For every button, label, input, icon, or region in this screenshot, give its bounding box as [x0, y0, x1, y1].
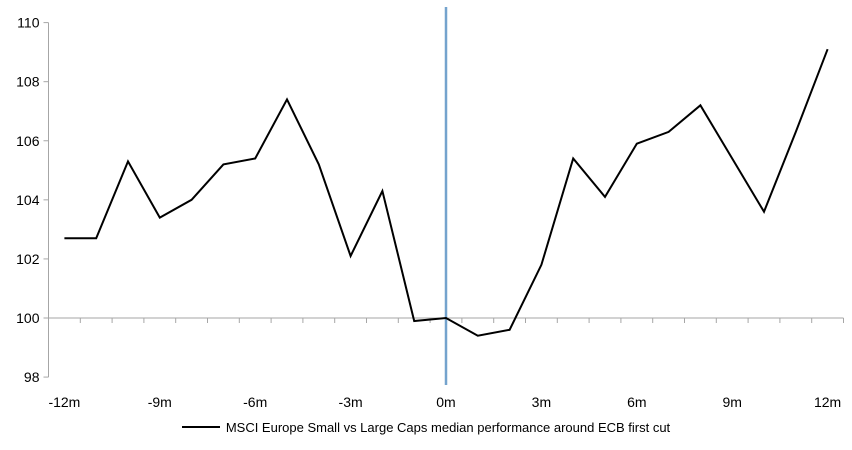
x-axis-tick-label: 3m [532, 394, 551, 410]
y-axis-tick-label: 100 [16, 310, 40, 326]
legend-line-marker [181, 426, 220, 428]
x-axis-tick-label: 6m [627, 394, 646, 410]
x-axis-tick-label: -3m [339, 394, 363, 410]
x-axis-tick-label: 0m [436, 394, 455, 410]
y-axis-tick-label: 110 [17, 15, 40, 31]
y-axis-tick-label: 98 [24, 369, 40, 385]
chart-legend: MSCI Europe Small vs Large Caps median p… [0, 418, 852, 436]
x-axis-tick-label: 12m [814, 394, 841, 410]
x-axis-tick-label: -9m [148, 394, 172, 410]
series-line-msci-small-vs-large [64, 48, 829, 337]
y-axis-tick-label: 106 [16, 133, 40, 149]
y-axis-tick-label: 102 [16, 251, 40, 267]
x-axis-tick-label: -12m [48, 394, 80, 410]
x-axis-tick-label: 9m [722, 394, 741, 410]
y-axis-tick-label: 104 [16, 192, 40, 208]
legend-series-label: MSCI Europe Small vs Large Caps median p… [225, 419, 671, 435]
x-axis-tick-label: -6m [243, 394, 267, 410]
y-axis-tick-label: 108 [16, 74, 40, 90]
